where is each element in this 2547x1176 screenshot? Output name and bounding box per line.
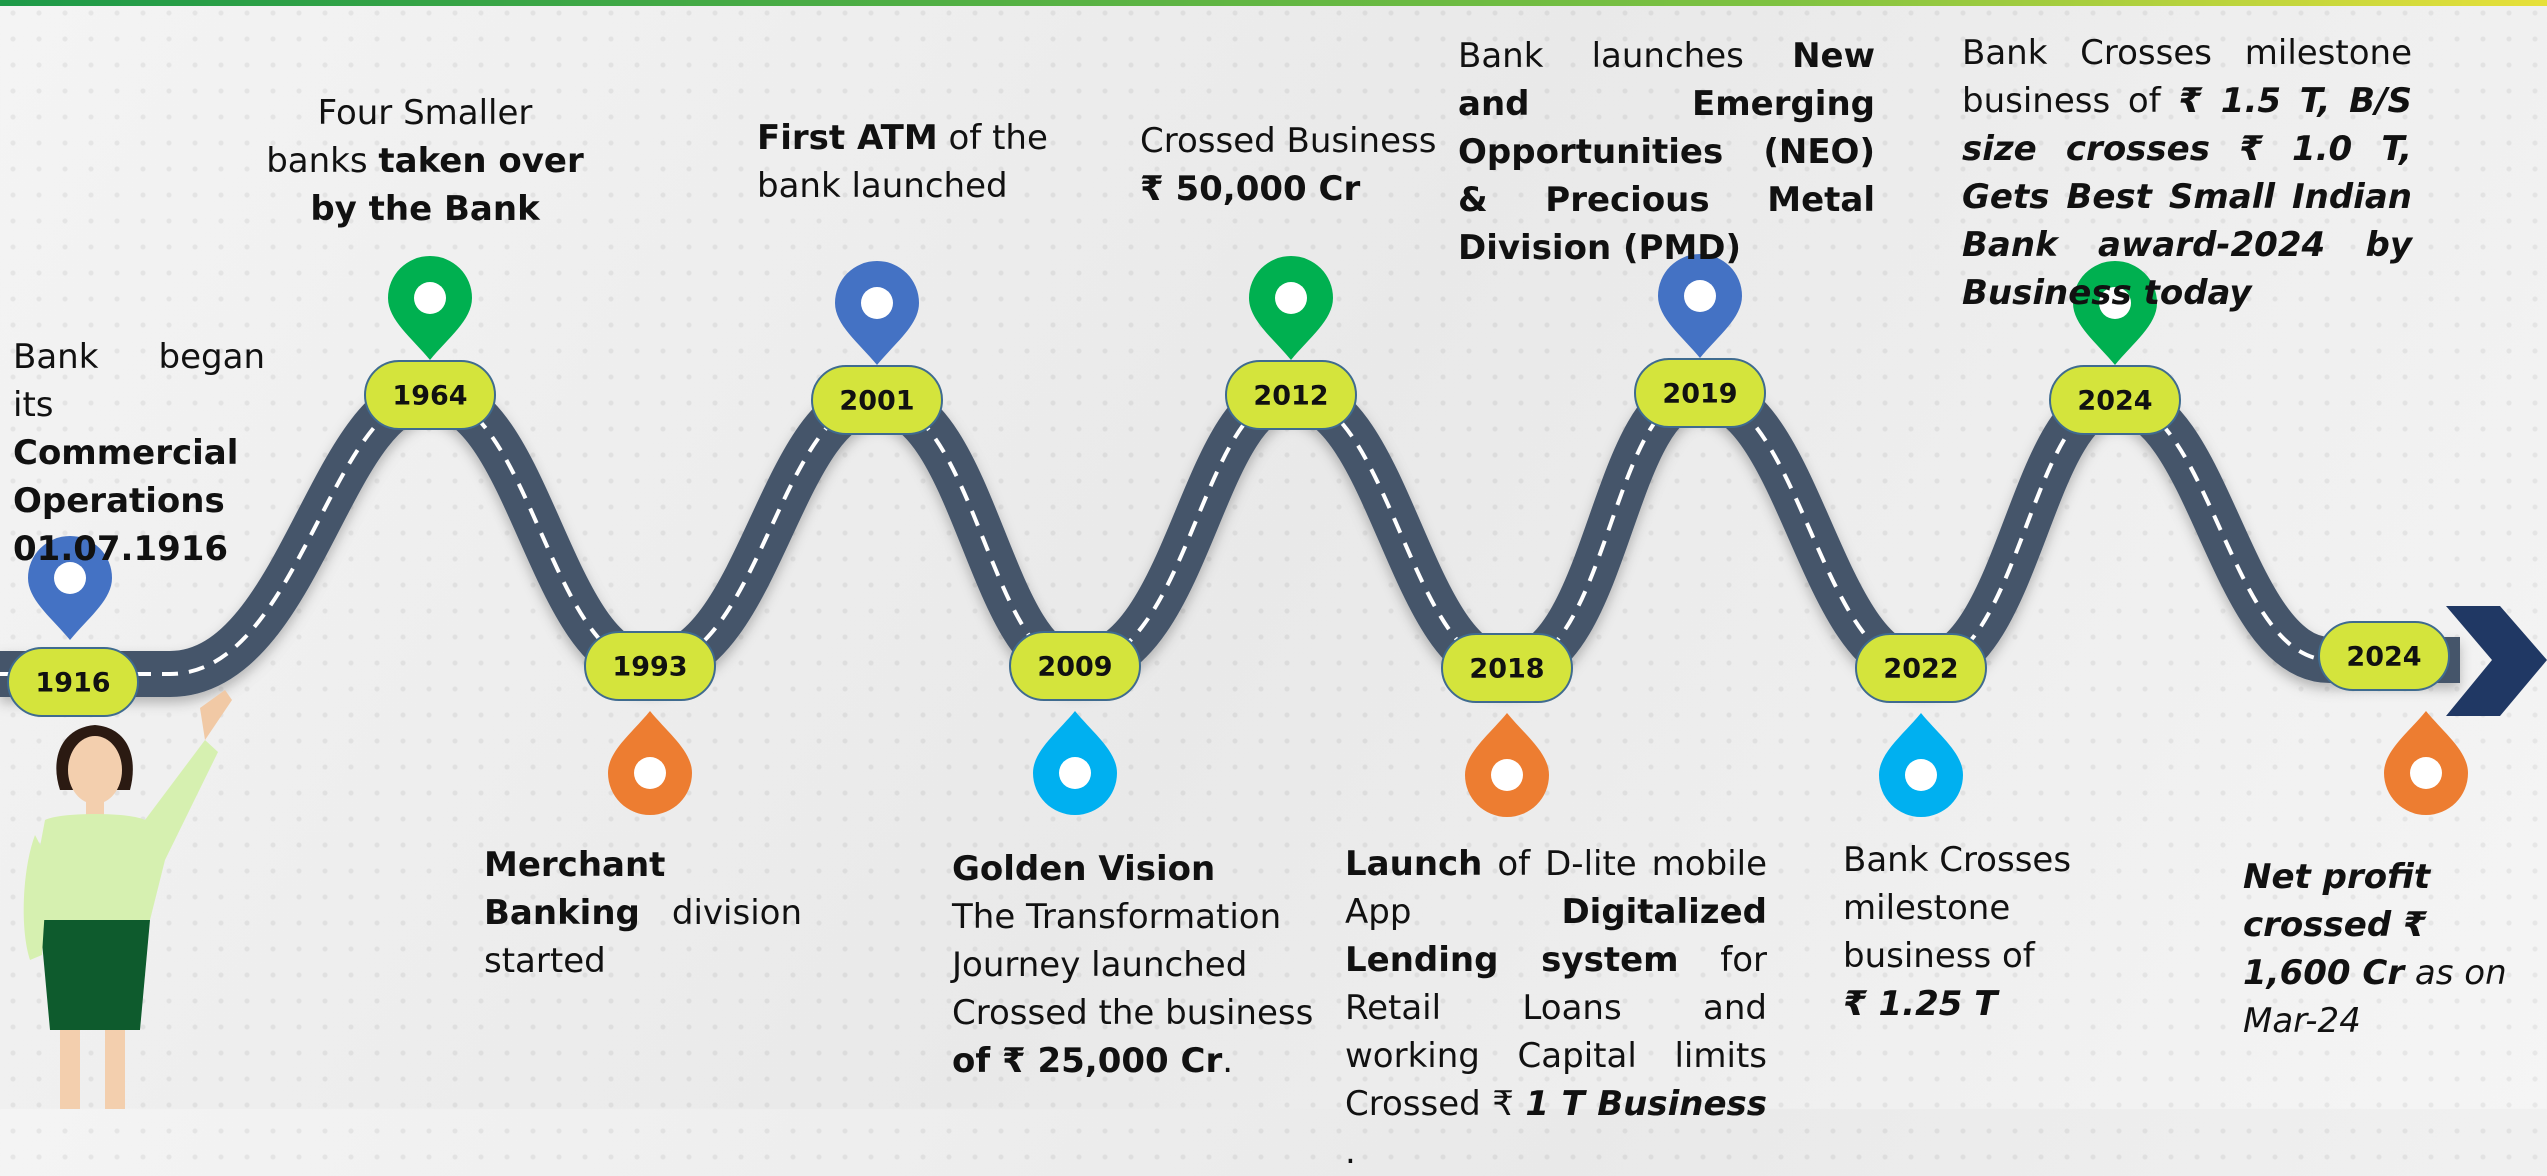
year-label: 2001: [839, 386, 914, 417]
text-run: by the Bank: [310, 189, 539, 229]
pin-hole: [1684, 280, 1716, 312]
milestone-text: Merchant Banking division started: [484, 841, 802, 985]
pin: [1033, 711, 1117, 815]
year-label: 2022: [1883, 654, 1958, 685]
text-run: Net profit crossed ₹ 1,600 Cr: [2243, 857, 2430, 993]
year-label: 2012: [1253, 381, 1328, 412]
text-run: ₹ 1.25 T: [1843, 984, 1997, 1024]
text-run: Crossed Business: [1140, 121, 1436, 161]
milestone-text: Launch of D-lite mobile App Digitalized …: [1345, 840, 1767, 1176]
year-label: 2024: [2346, 642, 2421, 673]
pin-hole: [1491, 759, 1523, 791]
text-run: bank launched: [757, 166, 1008, 206]
milestone-text: Bank Crosses milestone business of ₹ 1.25 T: [1843, 836, 2143, 1028]
year-label: 1916: [35, 668, 110, 699]
text-run: Merchant Banking: [484, 845, 665, 933]
pin-hole: [414, 282, 446, 314]
year-label: 2009: [1037, 652, 1112, 683]
text-run: Golden Vision: [952, 849, 1215, 889]
text-run: banks: [266, 141, 367, 181]
text-run: Launch: [1345, 844, 1482, 884]
pin: [608, 711, 692, 815]
pin: [1879, 713, 1963, 817]
text-run: ₹ 50,000 Cr: [1140, 169, 1360, 209]
page: 1916 1964 1993 2001 2009 2012 2018 2019 2022 2024…: [0, 0, 2547, 1109]
text-run: Bank launches: [1458, 36, 1744, 76]
year-label: 1964: [392, 381, 467, 412]
text-run: business of: [1843, 936, 2035, 976]
year-label: 2018: [1469, 654, 1544, 685]
text-run: Bank began its: [13, 337, 265, 425]
text-run: First ATM: [757, 118, 938, 158]
text-run: Four Smaller: [318, 93, 533, 133]
milestone-text: Bank launches New and Emerging Opportuni…: [1458, 32, 1875, 272]
year-label: 2024: [2077, 386, 2152, 417]
presenter: [24, 690, 232, 1109]
pin: [835, 261, 919, 365]
text-run: .: [1345, 1132, 1356, 1172]
milestone-text: Golden Vision The Transformation Journey l…: [952, 845, 1332, 1085]
pin-hole: [1905, 759, 1937, 791]
milestone-text: Four Smaller banks taken over by the Bank: [265, 89, 585, 233]
pin: [2384, 711, 2468, 815]
pin-hole: [1059, 757, 1091, 789]
text-run: Crossed the business: [952, 993, 1313, 1033]
pin-hole: [2410, 757, 2442, 789]
milestone-text: Crossed Business ₹ 50,000 Cr: [1140, 117, 1470, 213]
text-run: .: [1222, 1041, 1233, 1081]
pin: [1465, 713, 1549, 817]
text-run: taken over: [378, 141, 583, 181]
text-run: 1 T Business: [1525, 1084, 1767, 1124]
milestone-text: First ATM of the bank launched: [757, 114, 1097, 210]
arrow-head: [2446, 606, 2547, 716]
milestone-text: Net profit crossed ₹ 1,600 Cr as on Mar-…: [2243, 853, 2543, 1045]
text-run: of ₹ 25,000 Cr: [952, 1041, 1222, 1081]
text-run: milestone: [1843, 888, 2010, 928]
pin-hole: [634, 757, 666, 789]
pin: [388, 256, 472, 360]
pin: [1249, 256, 1333, 360]
year-label: 1993: [612, 652, 687, 683]
text-run: Commercial Operations 01.07.1916: [13, 433, 238, 569]
text-run: of the: [949, 118, 1048, 158]
milestone-text: Bank Crosses milestone business of ₹ 1.5…: [1962, 29, 2412, 317]
milestone-text: Bank began its Commercial Operations 01.…: [13, 333, 265, 573]
text-run: The Transformation: [952, 897, 1281, 937]
year-label: 2019: [1662, 379, 1737, 410]
pin-hole: [861, 287, 893, 319]
text-run: Journey launched: [952, 945, 1247, 985]
text-run: Bank Crosses: [1843, 840, 2071, 880]
pin-hole: [1275, 282, 1307, 314]
